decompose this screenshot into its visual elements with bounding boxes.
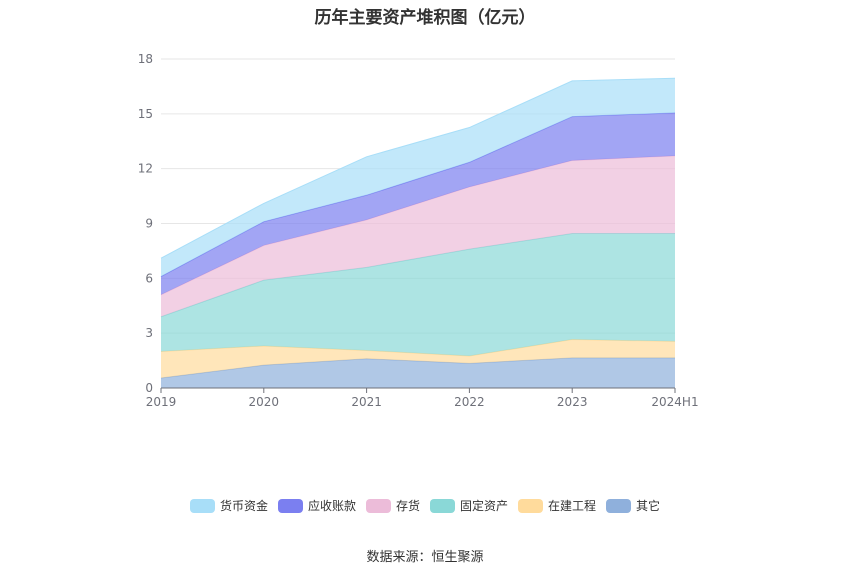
legend-item[interactable]: 存货 bbox=[365, 497, 420, 514]
y-tick-label: 18 bbox=[138, 52, 153, 66]
area-series-在建工程 bbox=[161, 339, 675, 378]
y-tick-label: 3 bbox=[145, 326, 153, 340]
y-tick-label: 0 bbox=[145, 381, 153, 395]
x-tick-label: 2019 bbox=[146, 395, 177, 409]
area-series-其它 bbox=[161, 357, 675, 388]
area-edge-货币资金 bbox=[160, 77, 676, 259]
data-source-note: 数据来源：恒生聚源 bbox=[366, 550, 484, 565]
area-series-存货 bbox=[161, 155, 675, 317]
y-tick-label: 9 bbox=[145, 217, 153, 231]
axes: 0 3 6 9 12 15 18 2019 2020 2021 2022 2023 2024H1 bbox=[138, 52, 699, 409]
legend-label: 存货 bbox=[395, 499, 420, 513]
legend-item[interactable]: 固定资产 bbox=[430, 497, 508, 514]
legend-item[interactable]: 其它 bbox=[606, 497, 660, 514]
legend-label: 固定资产 bbox=[460, 499, 509, 513]
area-series-应收账款 bbox=[161, 112, 675, 295]
x-tick-label: 2024H1 bbox=[651, 395, 698, 409]
legend-swatch bbox=[606, 498, 632, 513]
legend-label: 其它 bbox=[636, 499, 661, 513]
chart-legend: 货币资金 应收账款 存货 固定资产 在建工程 其它 bbox=[0, 497, 850, 514]
x-tick-label: 2023 bbox=[557, 395, 588, 409]
area-series-货币资金 bbox=[161, 78, 675, 277]
x-tick-label: 2020 bbox=[249, 395, 280, 409]
legend-swatch bbox=[277, 498, 303, 513]
legend-label: 在建工程 bbox=[548, 499, 597, 513]
y-tick-label: 6 bbox=[145, 271, 153, 285]
y-tick-label: 15 bbox=[138, 107, 153, 121]
legend-item[interactable]: 货币资金 bbox=[189, 497, 268, 514]
legend-swatch bbox=[518, 498, 544, 513]
legend-item[interactable]: 在建工程 bbox=[518, 497, 596, 514]
legend-label: 应收账款 bbox=[307, 499, 356, 513]
y-tick-label: 12 bbox=[138, 162, 153, 176]
chart-title: 历年主要资产堆积图（亿元） bbox=[314, 8, 536, 28]
legend-swatch bbox=[189, 498, 215, 513]
area-series-固定资产 bbox=[161, 233, 675, 357]
x-tick-label: 2021 bbox=[351, 395, 382, 409]
legend-swatch bbox=[365, 498, 391, 513]
area-series bbox=[160, 77, 676, 388]
stacked-area-chart: 0 3 6 9 12 15 18 2019 2020 2021 2022 2023 2024H1 bbox=[138, 52, 699, 409]
legend-item[interactable]: 应收账款 bbox=[277, 497, 356, 514]
legend-swatch bbox=[430, 498, 455, 513]
x-tick-label: 2022 bbox=[454, 395, 485, 409]
legend-label: 货币资金 bbox=[219, 499, 268, 513]
